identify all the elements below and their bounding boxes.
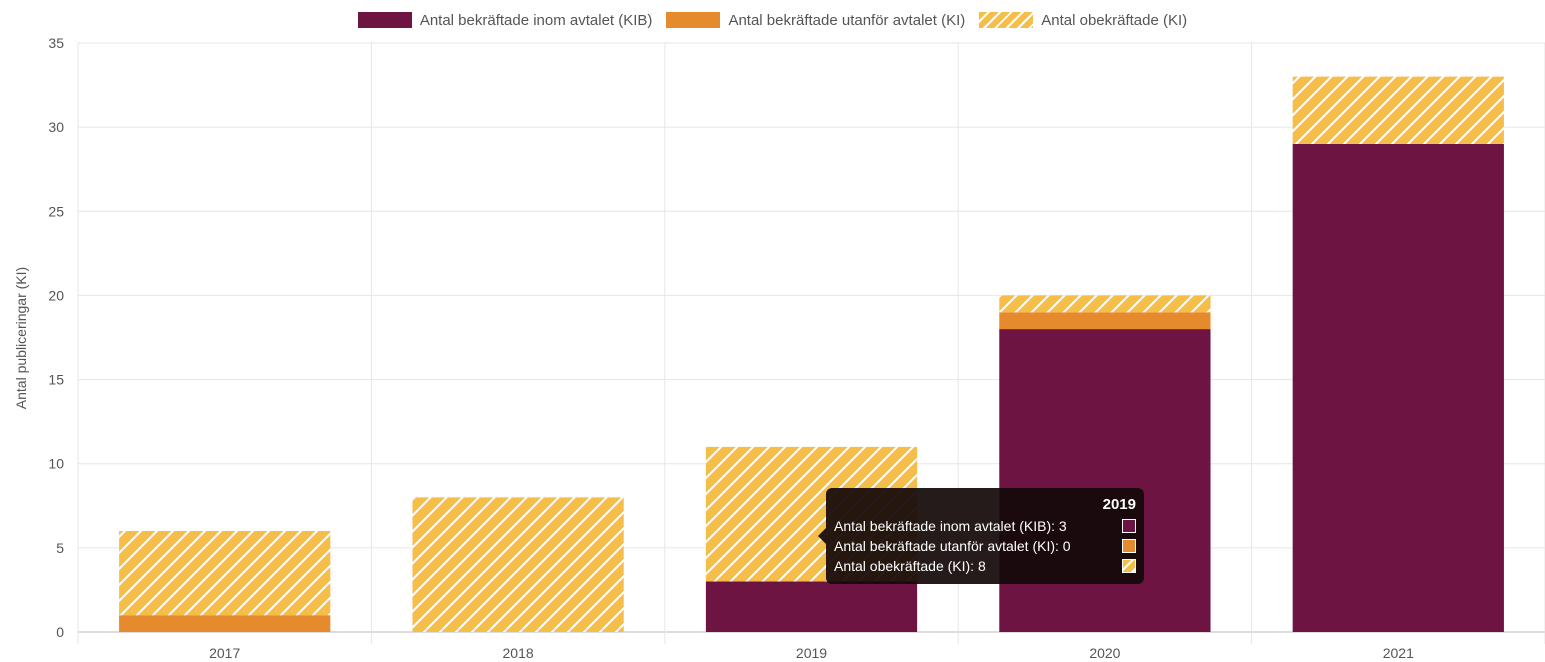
x-tick-label: 2019 (796, 645, 827, 661)
bar-segment-obekraftade-2021[interactable] (1292, 76, 1504, 144)
bar-segment-kib-2020[interactable] (999, 329, 1211, 632)
y-tick-label: 10 (48, 456, 64, 472)
y-tick-label: 0 (56, 624, 64, 640)
bar-segment-utanfor-2020[interactable] (999, 312, 1211, 330)
tooltip-swatch (1122, 539, 1136, 553)
legend-swatch-utanfor (666, 12, 721, 28)
tooltip-row: Antal bekräftade inom avtalet (KIB): 3 (834, 516, 1136, 536)
bar-segment-obekraftade-2018[interactable] (412, 497, 624, 632)
tooltip-row: Antal obekräftade (KI): 8 (834, 556, 1136, 576)
bar-segment-utanfor-2017[interactable] (119, 615, 331, 632)
y-tick-label: 30 (48, 119, 64, 135)
bar-segment-obekraftade-2017[interactable] (119, 531, 331, 616)
tooltip-row-text: Antal bekräftade inom avtalet (KIB): 3 (834, 518, 1067, 534)
tooltip-swatch (1122, 559, 1136, 573)
legend-label-utanfor: Antal bekräftade utanför avtalet (KI) (728, 11, 966, 29)
bar-segment-kib-2021[interactable] (1292, 143, 1504, 632)
y-tick-label: 15 (48, 372, 64, 388)
legend-swatch-obekraftade (979, 12, 1034, 28)
tooltip: 2019 Antal bekräftade inom avtalet (KIB)… (818, 488, 1144, 584)
tooltip-swatch (1122, 519, 1136, 533)
x-tick-label: 2018 (503, 645, 534, 661)
y-tick-label: 25 (48, 203, 64, 219)
y-tick-label: 5 (56, 540, 64, 556)
bar-segment-obekraftade-2020[interactable] (999, 295, 1211, 313)
legend-label-obekraftade: Antal obekräftade (KI) (1041, 11, 1188, 29)
tooltip-row: Antal bekräftade utanför avtalet (KI): 0 (834, 536, 1136, 556)
y-axis-label: Antal publiceringar (KI) (13, 267, 29, 409)
chart-legend: Antal bekräftade inom avtalet (KIB) Anta… (0, 8, 1545, 32)
tooltip-row-text: Antal obekräftade (KI): 8 (834, 558, 986, 574)
y-tick-label: 20 (48, 287, 64, 303)
tooltip-row-text: Antal bekräftade utanför avtalet (KI): 0 (834, 538, 1071, 554)
legend-swatch-kib (357, 12, 412, 28)
legend-item-obekraftade[interactable]: Antal obekräftade (KI) (979, 12, 1187, 29)
legend-label-kib: Antal bekräftade inom avtalet (KIB) (419, 11, 653, 29)
tooltip-title: 2019 (1102, 496, 1136, 513)
x-tick-label: 2020 (1089, 645, 1120, 661)
x-tick-label: 2021 (1383, 645, 1414, 661)
y-tick-label: 35 (48, 35, 64, 51)
legend-item-utanfor[interactable]: Antal bekräftade utanför avtalet (KI) (666, 12, 965, 29)
bar-segment-kib-2019[interactable] (705, 581, 918, 632)
x-tick-label: 2017 (209, 645, 240, 661)
legend-item-kib[interactable]: Antal bekräftade inom avtalet (KIB) (357, 11, 653, 29)
